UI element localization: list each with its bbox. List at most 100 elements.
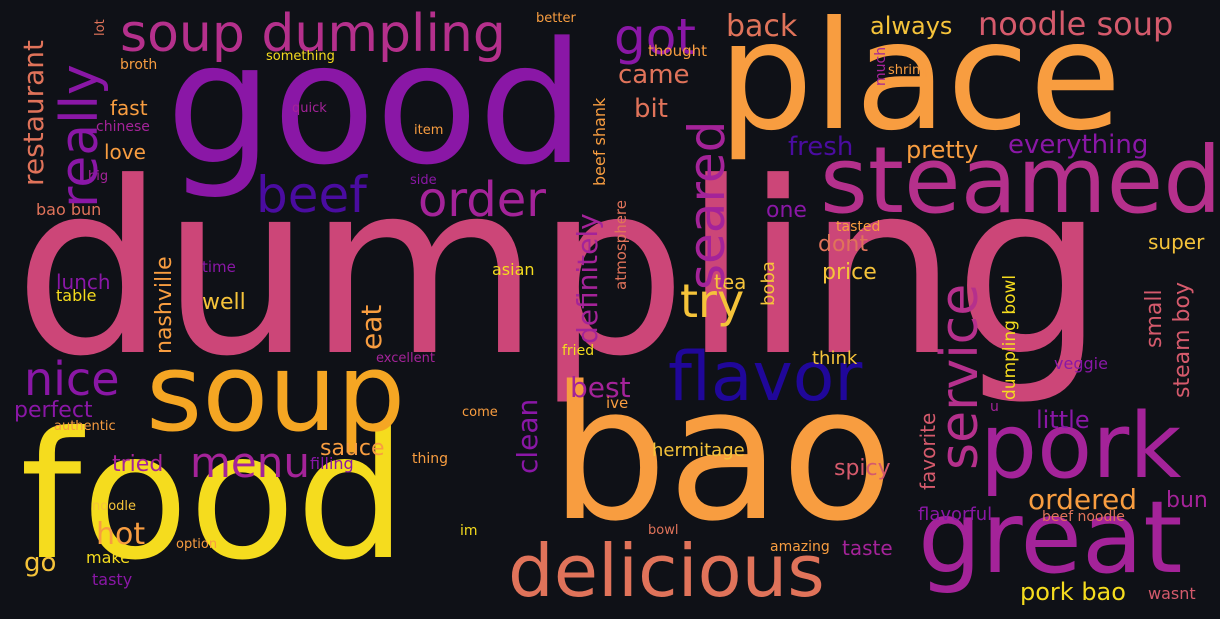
word-beef-noodle: beef noodle <box>1042 509 1125 525</box>
word-spicy: spicy <box>834 456 891 481</box>
word-eat: eat <box>355 304 388 350</box>
word-best: best <box>570 371 631 404</box>
word-time: time <box>202 258 236 276</box>
word-nice: nice <box>24 352 120 406</box>
word-clean: clean <box>511 398 544 474</box>
word-delicious: delicious <box>508 529 825 613</box>
word-shrimp: shrimp <box>888 63 933 78</box>
word-excellent: excellent <box>376 351 435 366</box>
word-sauce: sauce <box>320 436 385 461</box>
word-thing: thing <box>412 451 449 467</box>
word-one: one <box>766 198 807 223</box>
word-try: try <box>680 274 745 328</box>
word-beef-shank: beef shank <box>590 97 609 186</box>
word-noodle-soup: noodle soup <box>978 5 1174 43</box>
word-go: go <box>24 548 57 578</box>
word-bao-bun: bao bun <box>36 200 102 219</box>
word-came: came <box>618 60 690 90</box>
word-better: better <box>536 11 576 26</box>
word-flavorful: flavorful <box>918 504 993 525</box>
word-always: always <box>870 12 953 40</box>
word-got: got <box>614 8 696 66</box>
word-service: service <box>930 283 990 470</box>
word-dumpling-bowl: dumpling bowl <box>1000 274 1020 400</box>
word-ive: ive <box>606 394 629 412</box>
word-everything: everything <box>1008 130 1149 160</box>
word-menu: menu <box>190 438 310 487</box>
word-order: order <box>418 172 546 228</box>
word-small: small <box>1142 289 1167 348</box>
word-u: u <box>990 399 999 415</box>
word-tasty: tasty <box>92 570 133 589</box>
word-broth: broth <box>120 57 158 73</box>
word-big: big <box>88 169 109 184</box>
word-nashville: nashville <box>152 256 177 354</box>
word-fast: fast <box>110 96 148 120</box>
word-wasnt: wasnt <box>1148 584 1196 603</box>
word-steamed: steamed <box>820 127 1220 234</box>
word-veggie: veggie <box>1054 354 1108 373</box>
word-flavor: flavor <box>668 338 863 417</box>
word-much: much <box>873 46 889 86</box>
word-hot: hot <box>96 517 146 552</box>
word-back: back <box>726 9 798 44</box>
word-quick: quick <box>292 101 327 116</box>
word-chinese: chinese <box>96 119 150 135</box>
word-im: im <box>460 523 478 539</box>
word-little: little <box>1036 406 1090 434</box>
word-soup: soup <box>146 331 406 456</box>
word-atmosphere: atmosphere <box>612 200 630 290</box>
word-tasted: tasted <box>836 219 881 235</box>
word-bun: bun <box>1166 488 1208 513</box>
word-boba: boba <box>758 261 779 306</box>
word-dont: dont <box>818 232 868 257</box>
word-hermitage: hermitage <box>652 440 745 461</box>
word-definitely: definitely <box>571 213 604 344</box>
word-table: table <box>56 286 97 305</box>
word-item: item <box>414 123 444 138</box>
word-make: make <box>86 548 130 567</box>
word-ordered: ordered <box>1028 483 1138 516</box>
word-noodle: noodle <box>92 499 137 514</box>
word-love: love <box>104 140 146 164</box>
word-thought: thought <box>648 42 707 60</box>
word-fried: fried <box>562 343 595 359</box>
word-super: super <box>1148 230 1205 254</box>
word-amazing: amazing <box>770 539 830 555</box>
word-favorite: favorite <box>916 412 940 490</box>
word-bowl: bowl <box>648 523 679 538</box>
word-place: place <box>718 0 1122 164</box>
word-good: good <box>166 6 585 202</box>
word-filling: filling <box>310 454 354 473</box>
word-restaurant: restaurant <box>17 40 50 186</box>
word-think: think <box>812 348 858 369</box>
word-lot: lot <box>93 19 108 36</box>
word-tea: tea <box>714 270 747 294</box>
word-lunch: lunch <box>56 270 111 294</box>
word-taste: taste <box>842 536 893 560</box>
word-price: price <box>822 260 877 285</box>
word-tried: tried <box>112 452 164 477</box>
word-beef: beef <box>256 166 367 224</box>
word-food: food <box>20 396 407 599</box>
word-option: option <box>176 537 218 552</box>
word-something: something <box>266 49 335 64</box>
word-bit: bit <box>634 94 668 124</box>
word-great: great <box>918 479 1183 596</box>
word-pork: pork <box>980 394 1182 499</box>
word-side: side <box>410 173 437 188</box>
word-perfect: perfect <box>14 398 93 423</box>
word-dumpling: dumpling <box>14 132 1105 409</box>
word-soup-dumpling: soup dumpling <box>120 4 506 64</box>
word-authentic: authentic <box>54 419 116 434</box>
word-steam-boy: steam boy <box>1170 282 1195 398</box>
word-bao: bao <box>550 346 894 562</box>
word-really: really <box>50 64 110 208</box>
word-pork-bao: pork bao <box>1020 578 1126 606</box>
word-come: come <box>462 405 498 420</box>
word-pretty: pretty <box>906 136 979 164</box>
word-seared: seared <box>678 120 736 290</box>
word-asian: asian <box>492 260 535 279</box>
word-well: well <box>202 290 246 315</box>
